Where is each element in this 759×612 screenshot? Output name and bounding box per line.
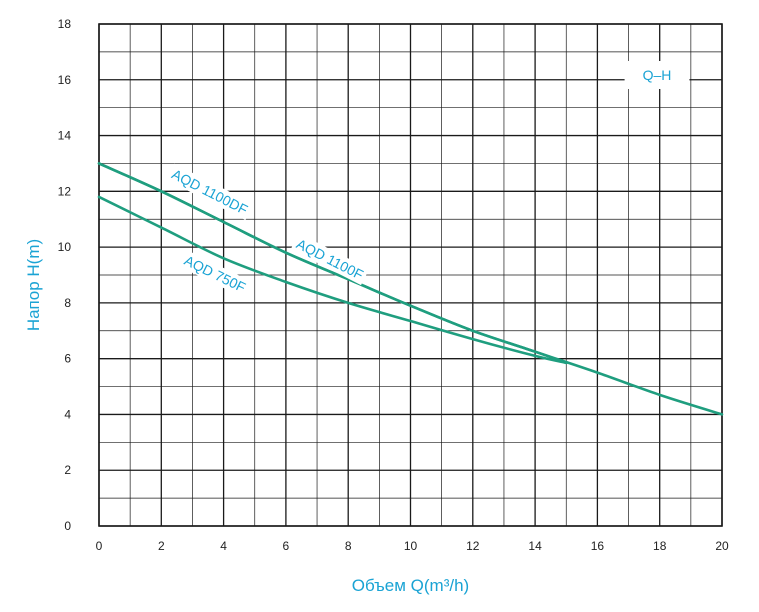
- y-tick-label: 4: [64, 407, 71, 421]
- y-axis-ticks: 0 2 4 6 8 10 12 14 16 18: [58, 17, 72, 533]
- y-tick-label: 8: [64, 296, 71, 310]
- y-tick-label: 14: [58, 129, 72, 143]
- series-label-3: AQD 750F: [178, 249, 252, 298]
- series-label-bg: [290, 233, 370, 286]
- x-tick-label: 20: [715, 539, 729, 553]
- series-label-bg: [166, 163, 254, 221]
- x-tick-label: 6: [283, 539, 290, 553]
- series-label-bg: [178, 249, 252, 298]
- y-tick-label: 0: [64, 519, 71, 533]
- series-line-3: [97, 195, 568, 365]
- y-axis-label: Напор H(m): [24, 239, 43, 331]
- y-tick-label: 16: [58, 73, 72, 87]
- series-label-text: AQD 750F: [182, 252, 248, 295]
- qh-annotation-text: Q–H: [643, 67, 672, 83]
- series-lines: [97, 162, 724, 416]
- y-tick-label: 10: [58, 240, 72, 254]
- x-tick-label: 8: [345, 539, 352, 553]
- y-tick-label: 2: [64, 463, 71, 477]
- x-tick-label: 18: [653, 539, 667, 553]
- series-label-text: AQD 1100F: [294, 236, 366, 283]
- y-tick-label: 6: [64, 352, 71, 366]
- series-line-2: [97, 162, 568, 365]
- plot-frame: [98, 23, 723, 527]
- y-tick-label: 18: [58, 17, 72, 31]
- y-tick-label: 12: [58, 184, 72, 198]
- x-tick-label: 16: [591, 539, 605, 553]
- x-axis-label: Объем Q(m³/h): [352, 576, 469, 595]
- qh-annotation: Q–H: [624, 61, 690, 89]
- x-axis-ticks: 0 2 4 6 8 10 12 14 16 18 20: [96, 539, 729, 553]
- x-tick-label: 4: [220, 539, 227, 553]
- x-tick-label: 14: [528, 539, 542, 553]
- x-tick-label: 12: [466, 539, 480, 553]
- grid: [98, 23, 723, 527]
- x-tick-label: 0: [96, 539, 103, 553]
- x-tick-label: 10: [404, 539, 418, 553]
- x-tick-label: 2: [158, 539, 165, 553]
